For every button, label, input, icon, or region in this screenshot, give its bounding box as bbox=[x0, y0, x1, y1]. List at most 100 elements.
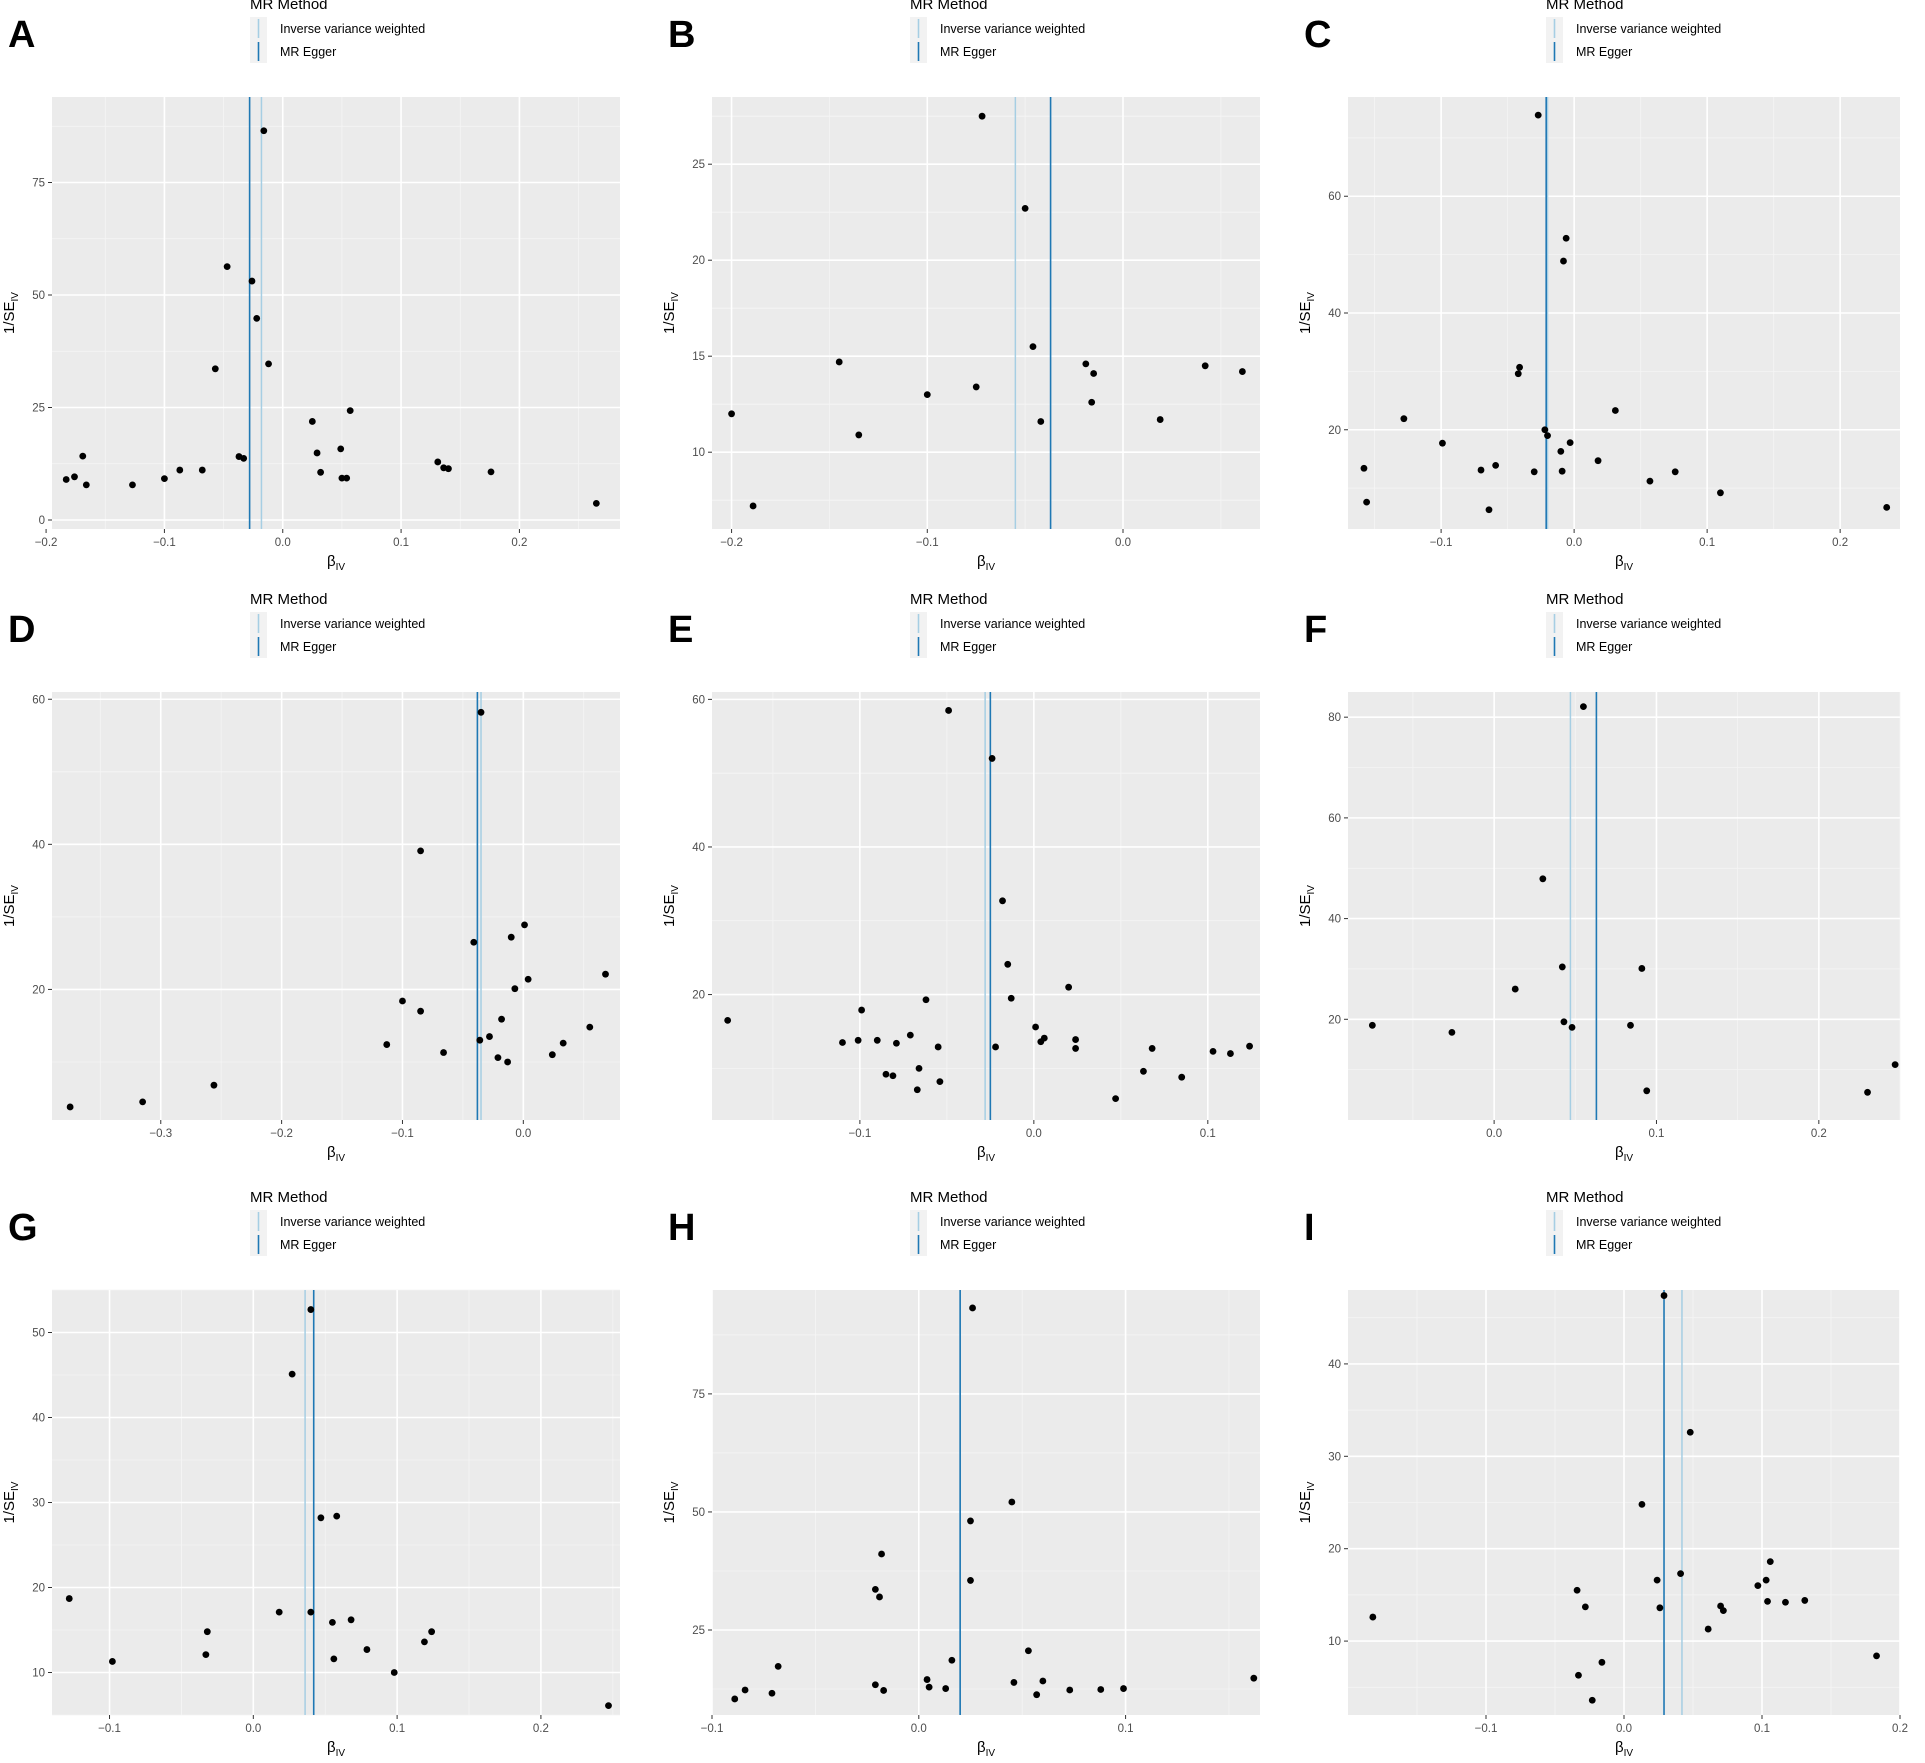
legend: MR Method Inverse variance weighted MR Egg… bbox=[250, 0, 425, 63]
data-point bbox=[428, 1628, 436, 1636]
legend-title: MR Method bbox=[1546, 1189, 1624, 1206]
x-tick-label: 0.1 bbox=[1200, 1128, 1216, 1140]
data-point bbox=[1140, 1067, 1147, 1075]
x-tick-label: −0.1 bbox=[391, 1128, 414, 1140]
y-tick-label: 40 bbox=[1328, 1359, 1341, 1371]
y-tick-label: 10 bbox=[1328, 1636, 1341, 1648]
data-point bbox=[1598, 1658, 1606, 1666]
legend-item-label: Inverse variance weighted bbox=[280, 22, 425, 36]
data-point bbox=[1611, 407, 1619, 414]
data-point bbox=[1477, 466, 1485, 474]
data-point bbox=[253, 315, 261, 322]
data-point bbox=[1178, 1073, 1186, 1081]
data-point bbox=[1039, 1677, 1047, 1685]
data-point bbox=[1539, 875, 1547, 883]
x-axis-title: βIV bbox=[1615, 1144, 1633, 1164]
panel-label: G bbox=[8, 1207, 38, 1249]
data-point bbox=[999, 897, 1006, 905]
data-point bbox=[923, 391, 931, 398]
data-point bbox=[1072, 1045, 1079, 1052]
legend-title: MR Method bbox=[910, 591, 988, 608]
x-axis-title-subscript: IV bbox=[1624, 562, 1634, 573]
y-tick-label: 80 bbox=[1328, 712, 1341, 724]
data-point bbox=[62, 476, 70, 483]
x-axis-title-subscript: IV bbox=[336, 1153, 346, 1164]
panel-label: C bbox=[1304, 14, 1331, 56]
data-point bbox=[1209, 1047, 1217, 1055]
data-point bbox=[343, 474, 351, 482]
y-tick-label: 60 bbox=[32, 694, 45, 706]
data-point bbox=[873, 1036, 881, 1044]
data-point bbox=[1066, 1686, 1074, 1694]
data-point bbox=[731, 1695, 739, 1703]
data-point bbox=[129, 481, 136, 489]
y-axis-title: 1/SEIV bbox=[1, 885, 21, 927]
data-point bbox=[434, 458, 442, 466]
data-point bbox=[211, 365, 219, 373]
data-point bbox=[915, 1064, 923, 1072]
x-tick-label: −0.1 bbox=[1475, 1723, 1498, 1735]
legend: MR Method Inverse variance weighted MR Egg… bbox=[250, 1189, 425, 1256]
data-point bbox=[1801, 1597, 1809, 1604]
x-tick-label: 0.2 bbox=[1832, 537, 1848, 549]
data-point bbox=[913, 1086, 921, 1094]
data-point bbox=[1511, 985, 1519, 993]
legend-item-label: MR Egger bbox=[280, 1238, 336, 1252]
data-point bbox=[1766, 1558, 1774, 1566]
data-point bbox=[1033, 1691, 1041, 1699]
x-tick-label: 0.1 bbox=[1118, 1723, 1134, 1735]
data-point bbox=[486, 1033, 493, 1040]
x-tick-label: −0.3 bbox=[149, 1128, 172, 1140]
legend-item-label: Inverse variance weighted bbox=[280, 617, 425, 631]
data-point bbox=[1638, 965, 1646, 972]
data-point bbox=[855, 431, 863, 439]
x-tick-label: 0.0 bbox=[275, 537, 291, 549]
y-tick-label: 60 bbox=[1328, 813, 1341, 825]
legend-title: MR Method bbox=[1546, 0, 1624, 13]
legend-title: MR Method bbox=[910, 1189, 988, 1206]
y-axis-title: 1/SEIV bbox=[661, 292, 681, 334]
data-point bbox=[363, 1646, 371, 1653]
panel-f: F MR Method Inverse variance weighted MR Eg… bbox=[1297, 591, 1901, 1164]
y-axis-title-subscript: IV bbox=[670, 885, 681, 895]
x-axis-title: βIV bbox=[1615, 553, 1633, 573]
data-point bbox=[333, 1512, 341, 1520]
data-point bbox=[741, 1686, 749, 1694]
panel-g: G MR Method Inverse variance weighted MR Eg… bbox=[1, 1189, 620, 1759]
data-point bbox=[347, 1616, 355, 1624]
x-axis-title: βIV bbox=[327, 1739, 345, 1759]
legend: MR Method Inverse variance weighted MR Egg… bbox=[910, 591, 1085, 658]
panel-c: C MR Method Inverse variance weighted MR Eg… bbox=[1297, 0, 1900, 573]
x-axis-title: βIV bbox=[327, 553, 345, 573]
data-point bbox=[923, 1676, 931, 1683]
data-point bbox=[139, 1098, 147, 1106]
data-point bbox=[1492, 461, 1500, 469]
data-point bbox=[1643, 1087, 1651, 1095]
data-point bbox=[494, 1054, 502, 1062]
plot-background bbox=[1348, 692, 1900, 1120]
data-point bbox=[82, 481, 90, 489]
legend-item-label: Inverse variance weighted bbox=[940, 22, 1085, 36]
plot-background bbox=[712, 1290, 1260, 1715]
data-point bbox=[240, 454, 248, 462]
data-point bbox=[1238, 368, 1246, 375]
data-point bbox=[1541, 426, 1549, 434]
panel-a: A MR Method Inverse variance weighted MR Eg… bbox=[1, 0, 620, 573]
data-point bbox=[507, 933, 515, 941]
data-point bbox=[1558, 467, 1566, 475]
data-point bbox=[1029, 343, 1037, 350]
data-point bbox=[504, 1058, 512, 1066]
legend-item-label: Inverse variance weighted bbox=[1576, 1215, 1721, 1229]
data-point bbox=[288, 1370, 296, 1378]
data-point bbox=[1112, 1095, 1120, 1102]
data-point bbox=[1448, 1028, 1456, 1036]
data-point bbox=[876, 1593, 883, 1601]
y-tick-label: 50 bbox=[32, 290, 45, 302]
x-tick-label: −0.1 bbox=[701, 1723, 724, 1735]
data-point bbox=[1363, 498, 1371, 506]
panel-i: I MR Method Inverse variance weighted MR Eg… bbox=[1297, 1189, 1908, 1759]
data-point bbox=[925, 1683, 933, 1691]
data-point bbox=[1891, 1061, 1899, 1069]
data-point bbox=[1250, 1674, 1258, 1682]
y-axis-title-subscript: IV bbox=[10, 885, 21, 895]
